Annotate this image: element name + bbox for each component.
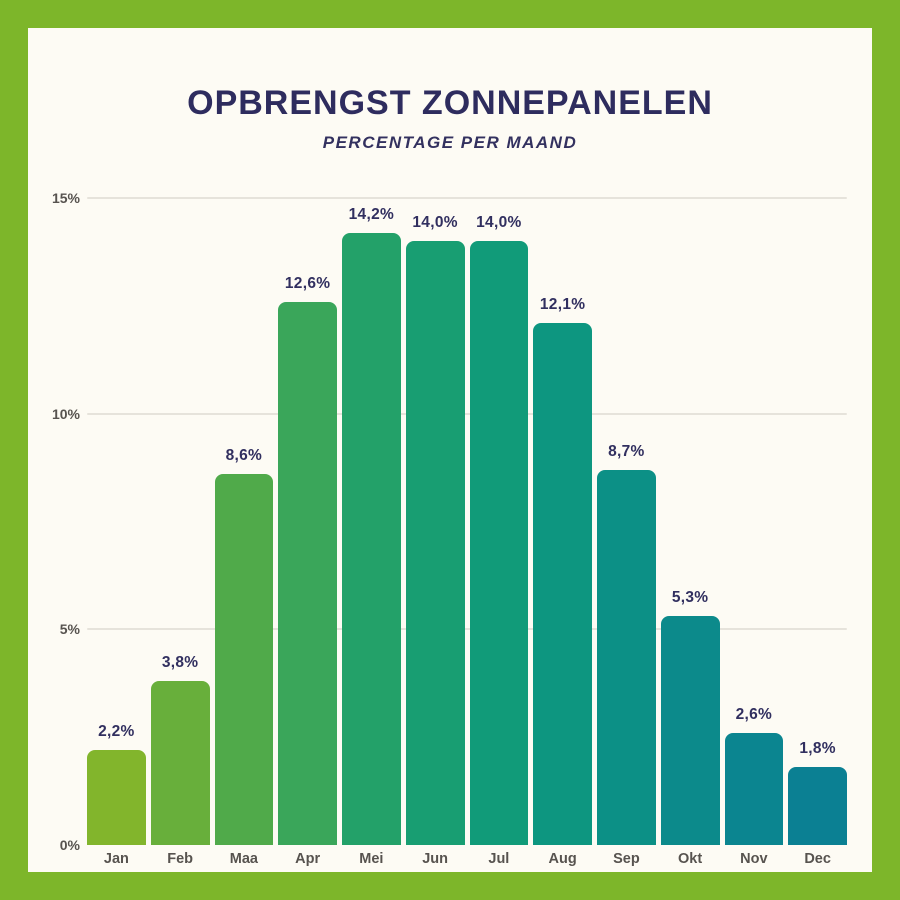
bar-value-label-jun: 14,0% xyxy=(412,214,458,232)
y-axis-tick-label: 0% xyxy=(59,837,80,853)
bar-jul xyxy=(469,241,529,845)
x-axis-tick-label-apr: Apr xyxy=(295,851,321,867)
gridline-10 xyxy=(87,412,847,415)
x-axis-tick-label-mei: Mei xyxy=(359,851,384,867)
y-axis-tick-label: 10% xyxy=(51,405,80,422)
chart-subtitle: PERCENTAGE PER MAAND xyxy=(322,133,578,152)
bar-apr xyxy=(278,301,337,845)
x-axis-tick-label-jul: Jul xyxy=(488,851,510,867)
bar-jun xyxy=(405,241,465,845)
y-axis-tick-label: 5% xyxy=(59,621,80,638)
x-axis-tick-label-sep: Sep xyxy=(613,851,640,867)
bar-value-label-aug: 12,1% xyxy=(539,296,586,314)
x-axis-tick-label-jan: Jan xyxy=(103,851,129,867)
gridline-15 xyxy=(87,197,847,199)
bar-value-label-nov: 2,6% xyxy=(735,705,773,723)
gridline-5 xyxy=(87,628,847,631)
bar-dec xyxy=(788,767,847,845)
chart-panel: OPBRENGST ZONNEPANELEN PERCENTAGE PER MA… xyxy=(28,28,872,872)
bar-value-label-jul: 14,0% xyxy=(476,214,522,232)
x-axis-tick-label-dec: Dec xyxy=(804,851,831,867)
bar-feb xyxy=(150,681,210,845)
bar-value-label-feb: 3,8% xyxy=(161,654,199,672)
bar-value-label-maa: 8,6% xyxy=(225,447,263,465)
chart-title: OPBRENGST ZONNEPANELEN xyxy=(187,84,713,122)
bar-value-label-sep: 8,7% xyxy=(608,442,645,460)
bar-sep xyxy=(597,469,656,845)
bar-mei xyxy=(342,232,401,845)
x-axis-tick-label-okt: Okt xyxy=(678,851,703,867)
bar-maa xyxy=(214,474,274,845)
x-axis-tick-label-jun: Jun xyxy=(422,851,449,867)
x-axis-tick-label-aug: Aug xyxy=(548,851,577,867)
bar-aug xyxy=(533,323,592,845)
y-axis-tick-label: 15% xyxy=(51,190,80,206)
bar-okt xyxy=(660,616,720,845)
bar-value-label-okt: 5,3% xyxy=(671,589,709,607)
bar-value-label-jan: 2,2% xyxy=(98,723,135,741)
plot-area: 0% 5% 10% 15% 2,2% Jan 3,8% Feb 8,6% Maa 12,6% Apr 1… xyxy=(52,190,847,867)
bar-nov xyxy=(724,732,784,845)
x-axis-tick-label-maa: Maa xyxy=(229,851,258,867)
bar-value-label-mei: 14,2% xyxy=(348,205,395,223)
x-axis-tick-label-feb: Feb xyxy=(167,851,194,867)
bar-value-label-apr: 12,6% xyxy=(284,274,331,292)
bar-value-label-dec: 1,8% xyxy=(799,740,836,758)
x-axis-tick-label-nov: Nov xyxy=(740,851,768,867)
bar-jan xyxy=(87,750,146,845)
